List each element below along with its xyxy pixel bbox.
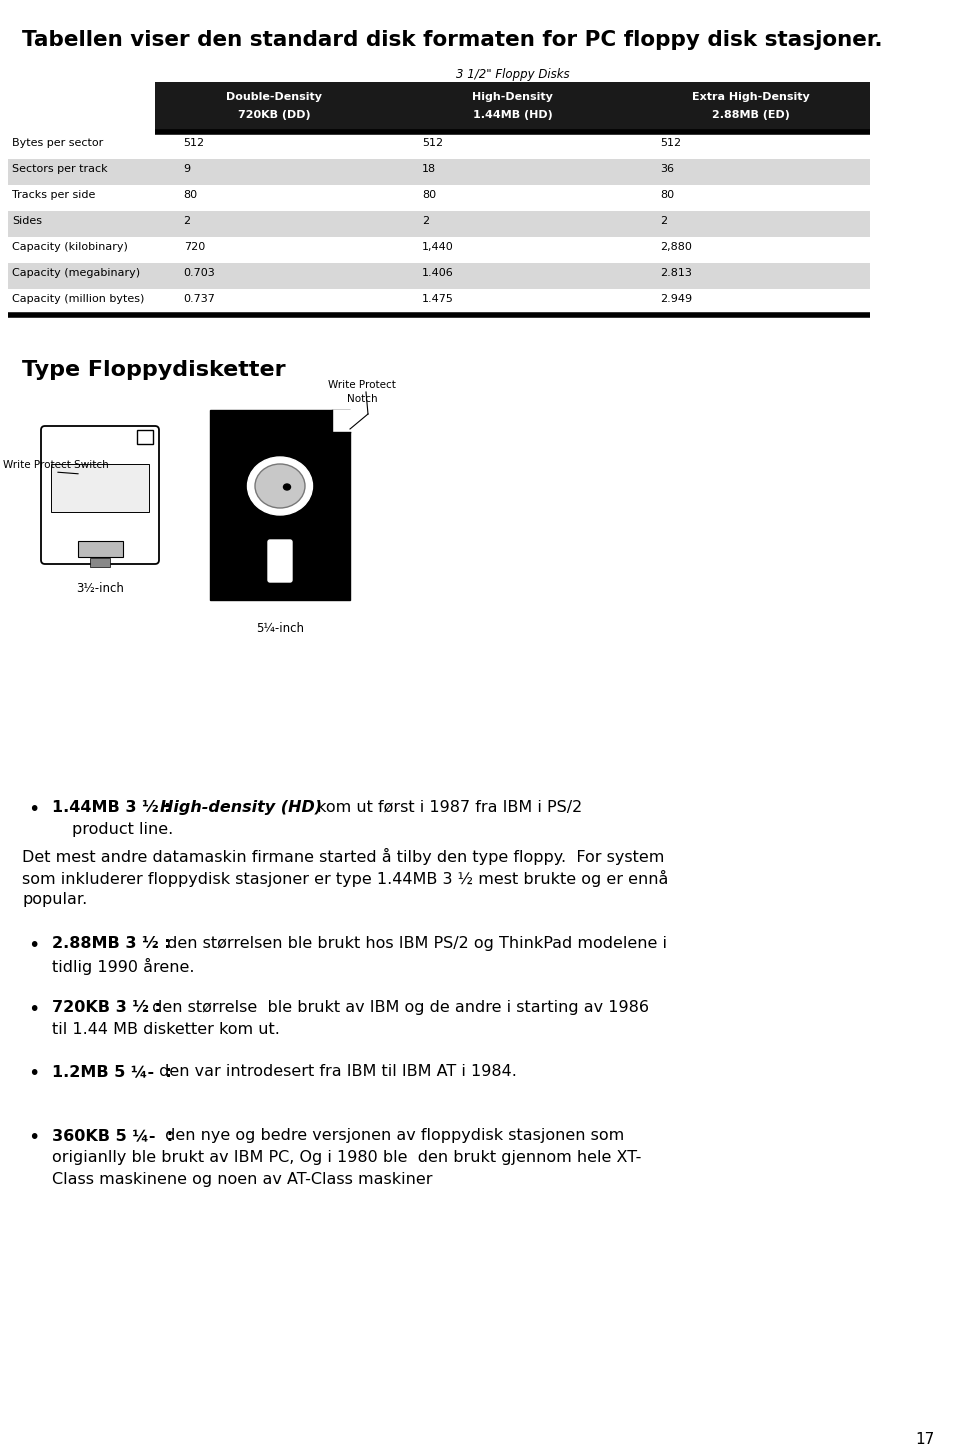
Text: 80: 80 xyxy=(660,191,674,199)
Text: Det mest andre datamaskin firmane started å tilby den type floppy.  For system: Det mest andre datamaskin firmane starte… xyxy=(22,848,664,866)
Text: 1.44MB 3 ½ :: 1.44MB 3 ½ : xyxy=(52,800,177,815)
Text: Notch: Notch xyxy=(347,394,377,404)
Text: 80: 80 xyxy=(422,191,436,199)
Text: 512: 512 xyxy=(660,138,682,148)
Text: Class maskinene og noen av AT-Class maskiner: Class maskinene og noen av AT-Class mask… xyxy=(52,1171,433,1187)
Bar xyxy=(332,410,353,432)
Bar xyxy=(8,132,870,159)
Text: 3½-inch: 3½-inch xyxy=(76,582,124,595)
Text: Capacity (kilobinary): Capacity (kilobinary) xyxy=(12,242,128,252)
Bar xyxy=(137,431,153,444)
Text: 512: 512 xyxy=(183,138,204,148)
Bar xyxy=(52,469,59,477)
Text: 2: 2 xyxy=(660,215,667,226)
Text: Tabellen viser den standard disk formaten for PC floppy disk stasjoner.: Tabellen viser den standard disk formate… xyxy=(22,31,882,49)
Text: 1.2MB 5 ¼-  :: 1.2MB 5 ¼- : xyxy=(52,1064,172,1080)
Text: 720KB 3 ½ :: 720KB 3 ½ : xyxy=(52,1000,161,1016)
FancyBboxPatch shape xyxy=(268,540,292,582)
Text: Capacity (million bytes): Capacity (million bytes) xyxy=(12,294,144,304)
Text: 360KB 5 ¼-  :: 360KB 5 ¼- : xyxy=(52,1128,173,1144)
Bar xyxy=(90,559,110,567)
Ellipse shape xyxy=(283,485,291,490)
Text: den nye og bedre versjonen av floppydisk stasjonen som: den nye og bedre versjonen av floppydisk… xyxy=(160,1128,624,1144)
Bar xyxy=(155,81,870,132)
Text: Capacity (megabinary): Capacity (megabinary) xyxy=(12,268,140,278)
Text: •: • xyxy=(28,800,39,819)
Text: 36: 36 xyxy=(660,164,674,175)
Text: 18: 18 xyxy=(422,164,436,175)
Text: 2.88MB 3 ½ :: 2.88MB 3 ½ : xyxy=(52,936,171,952)
Text: Extra High-Density: Extra High-Density xyxy=(692,92,809,102)
Text: kom ut først i 1987 fra IBM i PS/2: kom ut først i 1987 fra IBM i PS/2 xyxy=(312,800,583,815)
Text: Write Protect Switch: Write Protect Switch xyxy=(3,460,108,470)
Text: 2.813: 2.813 xyxy=(660,268,692,278)
Text: Write Protect: Write Protect xyxy=(328,380,396,390)
FancyBboxPatch shape xyxy=(41,426,159,565)
Text: Bytes per sector: Bytes per sector xyxy=(12,138,104,148)
Bar xyxy=(8,211,870,237)
Text: 17: 17 xyxy=(916,1432,935,1448)
Bar xyxy=(51,464,149,512)
Bar xyxy=(8,237,870,263)
Text: •: • xyxy=(28,1128,39,1147)
Text: 1.406: 1.406 xyxy=(422,268,454,278)
Text: 2: 2 xyxy=(183,215,191,226)
Text: •: • xyxy=(28,1000,39,1018)
Text: 2.88MB (ED): 2.88MB (ED) xyxy=(712,111,790,119)
Text: Tracks per side: Tracks per side xyxy=(12,191,95,199)
Bar xyxy=(78,541,123,557)
Text: •: • xyxy=(28,1064,39,1083)
Text: 2,880: 2,880 xyxy=(660,242,692,252)
Text: den størrelsen ble brukt hos IBM PS/2 og ThinkPad modelene i: den størrelsen ble brukt hos IBM PS/2 og… xyxy=(162,936,667,952)
Ellipse shape xyxy=(255,464,305,508)
Text: Sides: Sides xyxy=(12,215,42,226)
Text: High-density (HD): High-density (HD) xyxy=(160,800,323,815)
Text: 0.737: 0.737 xyxy=(183,294,215,304)
Text: 3 1/2" Floppy Disks: 3 1/2" Floppy Disks xyxy=(456,68,569,81)
Text: popular.: popular. xyxy=(22,892,87,906)
Bar xyxy=(8,290,870,314)
Bar xyxy=(8,159,870,185)
Text: 1.475: 1.475 xyxy=(422,294,454,304)
Text: 1.44MB (HD): 1.44MB (HD) xyxy=(472,111,552,119)
Ellipse shape xyxy=(248,457,313,515)
Text: Type Floppydisketter: Type Floppydisketter xyxy=(22,359,286,380)
Text: som inkluderer floppydisk stasjoner er type 1.44MB 3 ½ mest brukte og er ennå: som inkluderer floppydisk stasjoner er t… xyxy=(22,870,668,888)
Text: 80: 80 xyxy=(183,191,198,199)
Text: 512: 512 xyxy=(422,138,444,148)
Bar xyxy=(8,263,870,290)
Text: origianlly ble brukt av IBM PC, Og i 1980 ble  den brukt gjennom hele XT-: origianlly ble brukt av IBM PC, Og i 198… xyxy=(52,1149,641,1165)
Text: den var introdesert fra IBM til IBM AT i 1984.: den var introdesert fra IBM til IBM AT i… xyxy=(154,1064,516,1080)
Text: til 1.44 MB disketter kom ut.: til 1.44 MB disketter kom ut. xyxy=(52,1021,280,1037)
Text: 5¼-inch: 5¼-inch xyxy=(256,621,304,634)
Text: 1,440: 1,440 xyxy=(422,242,454,252)
Bar xyxy=(210,410,350,599)
Bar xyxy=(8,185,870,211)
Text: 2: 2 xyxy=(422,215,429,226)
Text: 720KB (DD): 720KB (DD) xyxy=(238,111,310,119)
Text: tidlig 1990 årene.: tidlig 1990 årene. xyxy=(52,957,195,975)
Text: 720: 720 xyxy=(183,242,204,252)
Text: 0.703: 0.703 xyxy=(183,268,215,278)
Text: Sectors per track: Sectors per track xyxy=(12,164,108,175)
Text: Double-Density: Double-Density xyxy=(227,92,323,102)
Text: product line.: product line. xyxy=(72,822,173,837)
Text: den størrelse  ble brukt av IBM og de andre i starting av 1986: den størrelse ble brukt av IBM og de and… xyxy=(147,1000,649,1016)
Text: 9: 9 xyxy=(183,164,191,175)
Text: High-Density: High-Density xyxy=(472,92,553,102)
Text: •: • xyxy=(28,936,39,954)
Text: 2.949: 2.949 xyxy=(660,294,692,304)
